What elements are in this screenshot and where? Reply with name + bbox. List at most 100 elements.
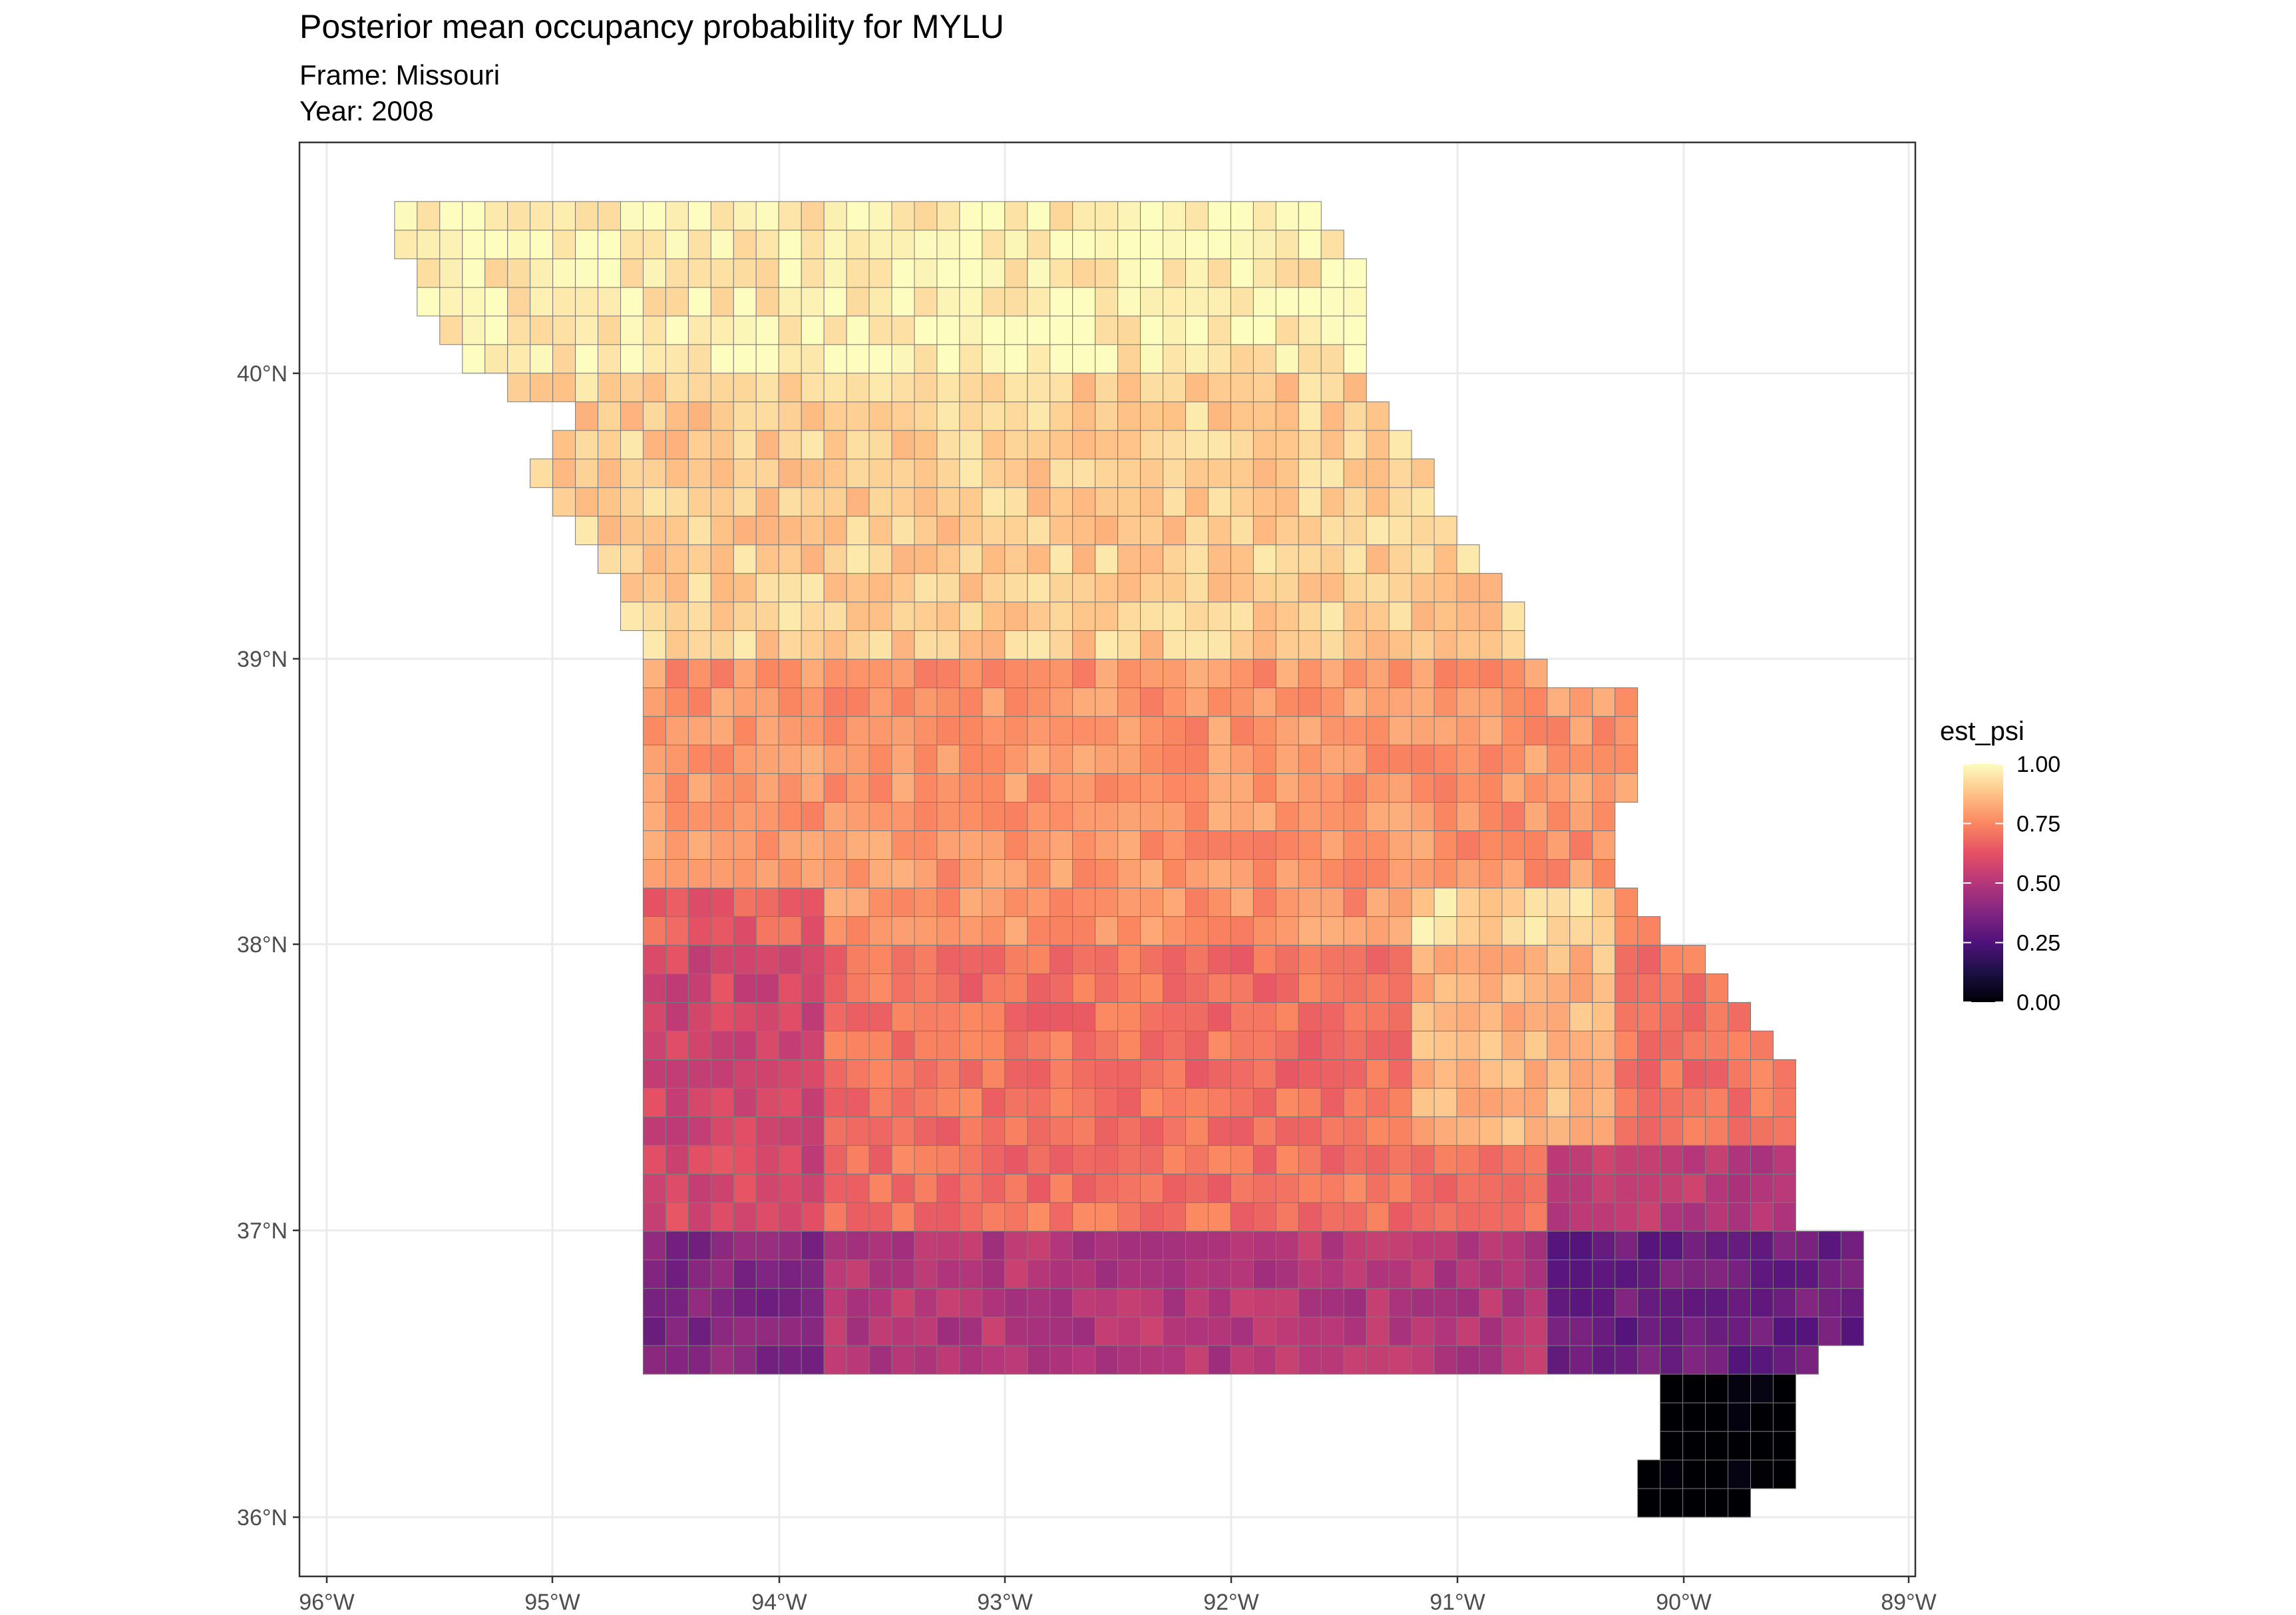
grid-cell [1366, 1059, 1390, 1089]
grid-cell [1592, 887, 1616, 917]
grid-cell [1434, 1230, 1457, 1260]
grid-cell [552, 230, 576, 260]
grid-cell [846, 201, 870, 231]
grid-cell [1004, 1145, 1028, 1174]
grid-cell [891, 1087, 915, 1117]
grid-cell [982, 573, 1006, 603]
grid-cell [1343, 1316, 1367, 1346]
grid-cell [620, 430, 644, 460]
grid-cell [1660, 1145, 1684, 1174]
grid-cell [755, 1345, 779, 1375]
grid-cell [891, 373, 915, 403]
grid-cell [846, 516, 870, 546]
grid-cell [710, 745, 734, 774]
grid-cell [1750, 1202, 1774, 1232]
grid-cell [642, 859, 666, 888]
grid-cell [1185, 573, 1209, 603]
grid-cell [1547, 716, 1571, 746]
grid-cell [1434, 1173, 1457, 1203]
grid-cell [778, 230, 802, 260]
grid-cell [1434, 687, 1457, 717]
grid-cell [665, 458, 689, 488]
grid-cell [1569, 859, 1593, 888]
grid-cell [1637, 1230, 1661, 1260]
grid-cell [1095, 830, 1119, 860]
grid-cell [1388, 830, 1412, 860]
grid-cell [1004, 573, 1028, 603]
x-tick-label: 95°W [524, 1590, 580, 1615]
grid-cell [1004, 1030, 1028, 1060]
grid-cell [1728, 1288, 1751, 1318]
grid-cell [914, 344, 938, 374]
grid-cell [1456, 1173, 1480, 1203]
grid-cell [778, 630, 802, 660]
grid-cell [801, 773, 825, 803]
grid-cell [1275, 544, 1299, 574]
grid-cell [1569, 1230, 1593, 1260]
grid-cell [1411, 1001, 1435, 1031]
grid-cell [1479, 1059, 1503, 1089]
grid-cell [1298, 344, 1322, 374]
grid-cell [687, 659, 711, 689]
grid-cell [1411, 773, 1435, 803]
grid-cell [665, 201, 689, 231]
grid-cell [959, 1087, 983, 1117]
grid-cell [1275, 687, 1299, 717]
grid-cell [1117, 1202, 1141, 1232]
grid-cell [1547, 1316, 1571, 1346]
grid-cell [936, 1030, 960, 1060]
grid-cell [687, 944, 711, 974]
grid-cell [1728, 1373, 1751, 1403]
grid-cell [733, 887, 757, 917]
grid-cell [823, 1001, 847, 1031]
grid-cell [1682, 1087, 1706, 1117]
grid-cell [1388, 916, 1412, 946]
grid-cell [1388, 659, 1412, 689]
grid-cell [665, 1059, 689, 1089]
grid-cell [1207, 544, 1231, 574]
grid-cell [755, 745, 779, 774]
legend-label: 0.75 [2016, 812, 2060, 837]
grid-cell [665, 344, 689, 374]
grid-cell [914, 258, 938, 288]
grid-cell [1592, 1202, 1616, 1232]
grid-cell [710, 1001, 734, 1031]
grid-cell [823, 1259, 847, 1289]
grid-cell [1050, 973, 1073, 1003]
grid-cell [1569, 1145, 1593, 1174]
grid-cell [1207, 1230, 1231, 1260]
grid-cell [620, 602, 644, 631]
grid-cell [1095, 916, 1119, 946]
grid-cell [1343, 458, 1367, 488]
grid-cell [846, 687, 870, 717]
grid-cell [710, 230, 734, 260]
grid-cell [1569, 944, 1593, 974]
grid-cell [733, 745, 757, 774]
grid-cell [733, 687, 757, 717]
grid-cell [1569, 1202, 1593, 1232]
grid-cell [1027, 887, 1051, 917]
grid-cell [1388, 1001, 1412, 1031]
grid-cell [1434, 944, 1457, 974]
grid-cell [1230, 802, 1254, 831]
grid-cell [1411, 659, 1435, 689]
grid-cell [1117, 401, 1141, 431]
grid-cell [868, 859, 892, 888]
grid-cell [1072, 401, 1096, 431]
grid-cell [959, 1230, 983, 1260]
grid-cell [733, 973, 757, 1003]
grid-cell [1411, 859, 1435, 888]
grid-cell [1230, 1316, 1254, 1346]
grid-cell [1207, 1173, 1231, 1203]
grid-cell [665, 258, 689, 288]
grid-cell [665, 802, 689, 831]
grid-cell [868, 1202, 892, 1232]
grid-cell [1185, 602, 1209, 631]
grid-cell [1163, 230, 1186, 260]
grid-cell [755, 802, 779, 831]
grid-cell [1660, 1059, 1684, 1089]
grid-cell [936, 458, 960, 488]
grid-cell [1795, 1316, 1819, 1346]
grid-cell [1320, 716, 1344, 746]
grid-cell [1772, 1431, 1796, 1461]
